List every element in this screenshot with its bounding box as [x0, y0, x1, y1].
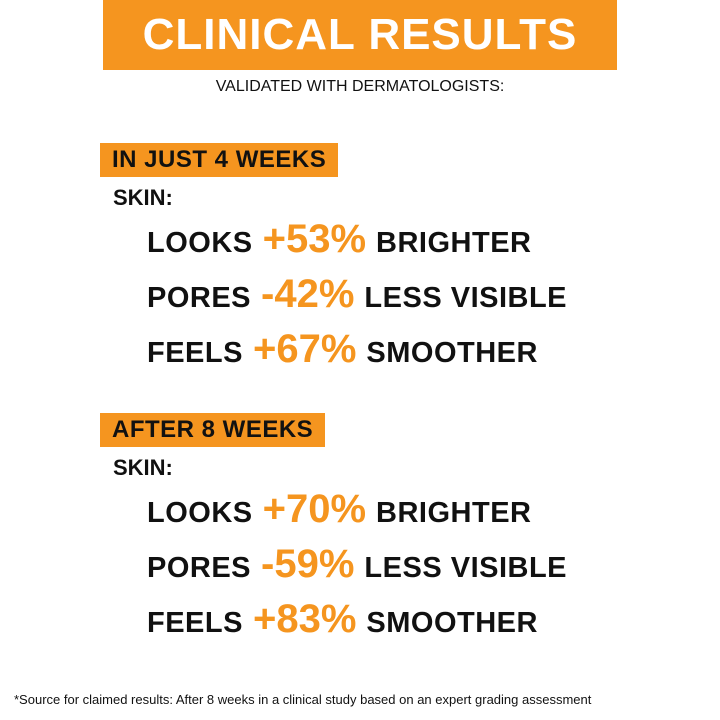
result-label: FEELS [147, 607, 243, 639]
result-value: -42% [261, 272, 355, 316]
section-heading-text: AFTER 8 WEEKS [112, 416, 314, 443]
result-effect: SMOOTHER [366, 337, 538, 369]
result-effect: BRIGHTER [376, 227, 532, 259]
result-label: LOOKS [147, 227, 253, 259]
result-label: LOOKS [147, 497, 253, 529]
result-label: PORES [147, 552, 252, 584]
result-value: +67% [252, 327, 357, 371]
result-value: +83% [252, 597, 357, 641]
result-value: +53% [262, 217, 367, 261]
title: CLINICAL RESULTS [142, 10, 578, 59]
subtitle: VALIDATED WITH DERMATOLOGISTS: [215, 78, 505, 95]
result-effect: LESS VISIBLE [364, 282, 568, 314]
result-row: PORES -42% LESS VISIBLE [147, 272, 567, 317]
result-value: -59% [261, 542, 355, 586]
result-row: LOOKS +53% BRIGHTER [147, 217, 532, 262]
result-effect: LESS VISIBLE [364, 552, 568, 584]
section-heading: AFTER 8 WEEKS [100, 413, 326, 447]
section-subject: SKIN: [113, 185, 173, 210]
result-row: PORES -59% LESS VISIBLE [147, 542, 567, 587]
result-row: FEELS +83% SMOOTHER [147, 597, 538, 642]
result-label: FEELS [147, 337, 243, 369]
result-row: FEELS +67% SMOOTHER [147, 327, 538, 372]
result-label: PORES [147, 282, 252, 314]
footnote: *Source for claimed results: After 8 wee… [14, 692, 592, 707]
result-row: LOOKS +70% BRIGHTER [147, 487, 532, 532]
title-banner: CLINICAL RESULTS [103, 0, 617, 70]
section-heading-text: IN JUST 4 WEEKS [112, 146, 327, 173]
result-value: +70% [262, 487, 367, 531]
section-heading: IN JUST 4 WEEKS [100, 143, 339, 177]
section-subject: SKIN: [113, 455, 173, 480]
result-effect: BRIGHTER [376, 497, 532, 529]
result-effect: SMOOTHER [366, 607, 538, 639]
